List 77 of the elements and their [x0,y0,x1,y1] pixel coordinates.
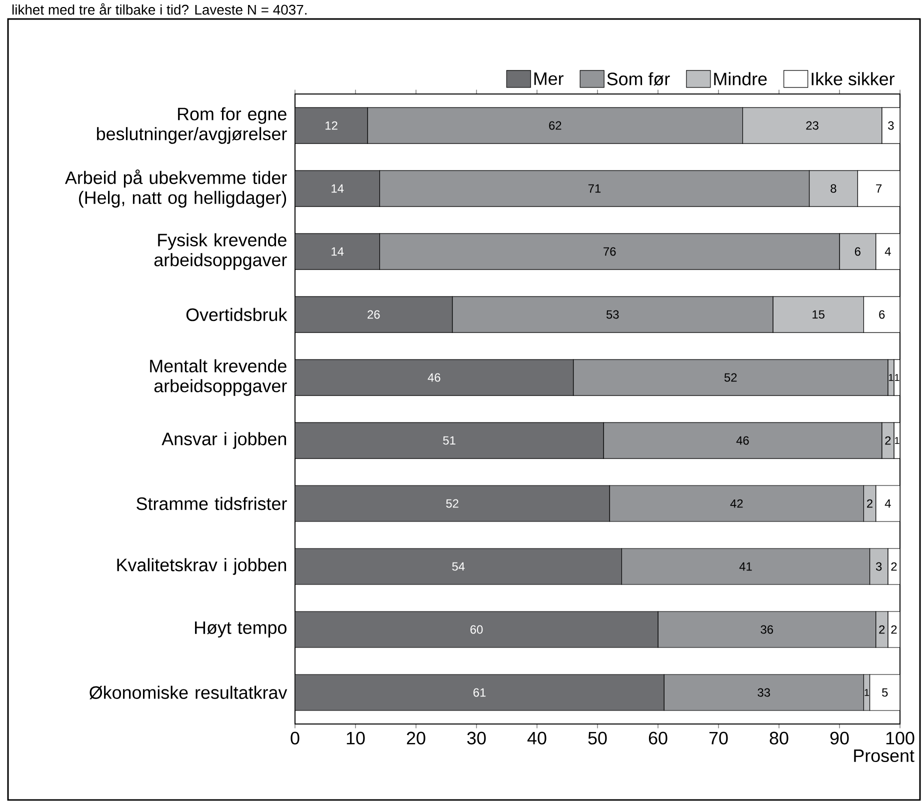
text: likhet med tre år tilbake i tid? Laveste N = 4037. [12,3,306,15]
x-tick-label: 20 [406,732,426,745]
data-label: 1 [894,374,900,382]
x-axis-title: Prosent [854,750,914,762]
data-label: 12 [326,121,338,130]
y-tick-label: Rom for egne beslutninger/avgjørelser [97,107,287,144]
data-label: 2 [891,562,897,571]
bar [295,359,574,396]
y-tick-label: Kvalitetskrav i jobben [117,558,286,575]
data-label: 46 [428,373,440,382]
data-label: 76 [604,247,616,256]
y-tick-label: Økonomiske resultatkrav [90,686,288,700]
data-label: 33 [758,688,770,697]
data-label: 4 [884,248,891,256]
legend-label: Ikke sikker [812,72,894,86]
data-label: 7 [876,184,882,193]
data-label: 54 [452,562,465,571]
data-label: 2 [879,625,885,634]
bar [295,233,380,270]
data-label: 2 [885,436,891,445]
data-label: 62 [549,121,562,130]
x-tick-label: 70 [709,732,728,745]
data-label: 8 [830,184,836,193]
data-label: 23 [806,121,818,130]
x-tick-label: 50 [588,732,607,745]
y-tick-label: Fysisk krevende arbeidsoppgaver [154,233,287,270]
x-tick-label: 10 [346,732,365,745]
data-label: 46 [736,436,749,445]
y-tick-label: Mentalt krevende arbeidsoppgaver [150,359,287,396]
bar [295,422,604,459]
x-tick-label: 30 [467,732,486,745]
bar [295,548,622,585]
bar [295,107,368,144]
x-tick-label: 60 [648,732,668,745]
x-tick-label: 0 [290,732,300,745]
data-label: 4 [884,500,891,508]
data-label: 6 [879,310,885,319]
data-label: 61 [473,688,486,697]
data-label: 6 [854,247,860,256]
y-tick-label: Arbeid på ubekvemme tider (Helg, natt og helligdager) [64,170,287,208]
data-label: 71 [588,184,601,193]
bar [295,170,380,207]
data-label: 15 [812,310,824,319]
data-label: 53 [606,310,619,319]
data-label: 1 [894,437,900,444]
data-label: 14 [332,184,344,193]
data-label: 3 [876,562,882,571]
data-label: 36 [760,625,774,634]
data-label: 1 [864,689,870,696]
bar [295,674,664,711]
bar [295,611,658,648]
data-label: 42 [730,499,743,508]
legend-label: Mer [534,72,564,86]
y-tick-label: Høyt tempo [195,622,286,638]
data-label: 14 [332,248,344,256]
legend-label: Mindre [714,72,767,86]
y-tick-label: Overtidsbruk [186,308,288,322]
legend-label: Som før [607,72,670,86]
data-label: 51 [443,436,456,445]
x-tick-label: 90 [830,732,849,745]
y-tick-label: Ansvar i jobben [162,432,286,449]
x-tick-label: 80 [770,732,788,745]
data-label: 41 [739,562,752,571]
data-label: 2 [891,625,897,634]
data-label: 2 [867,499,872,508]
data-label: 52 [446,499,458,508]
y-tick-label: Stramme tidsfrister [136,497,287,510]
data-label: 1 [888,374,894,382]
data-label: 5 [882,688,888,697]
data-label: 26 [368,310,380,319]
bar [295,296,453,333]
x-tick-label: 40 [527,732,546,745]
data-label: 52 [724,373,737,382]
data-label: 3 [888,121,894,130]
data-label: 60 [470,625,483,634]
bar [295,485,610,522]
x-tick-label: 100 [886,732,914,745]
